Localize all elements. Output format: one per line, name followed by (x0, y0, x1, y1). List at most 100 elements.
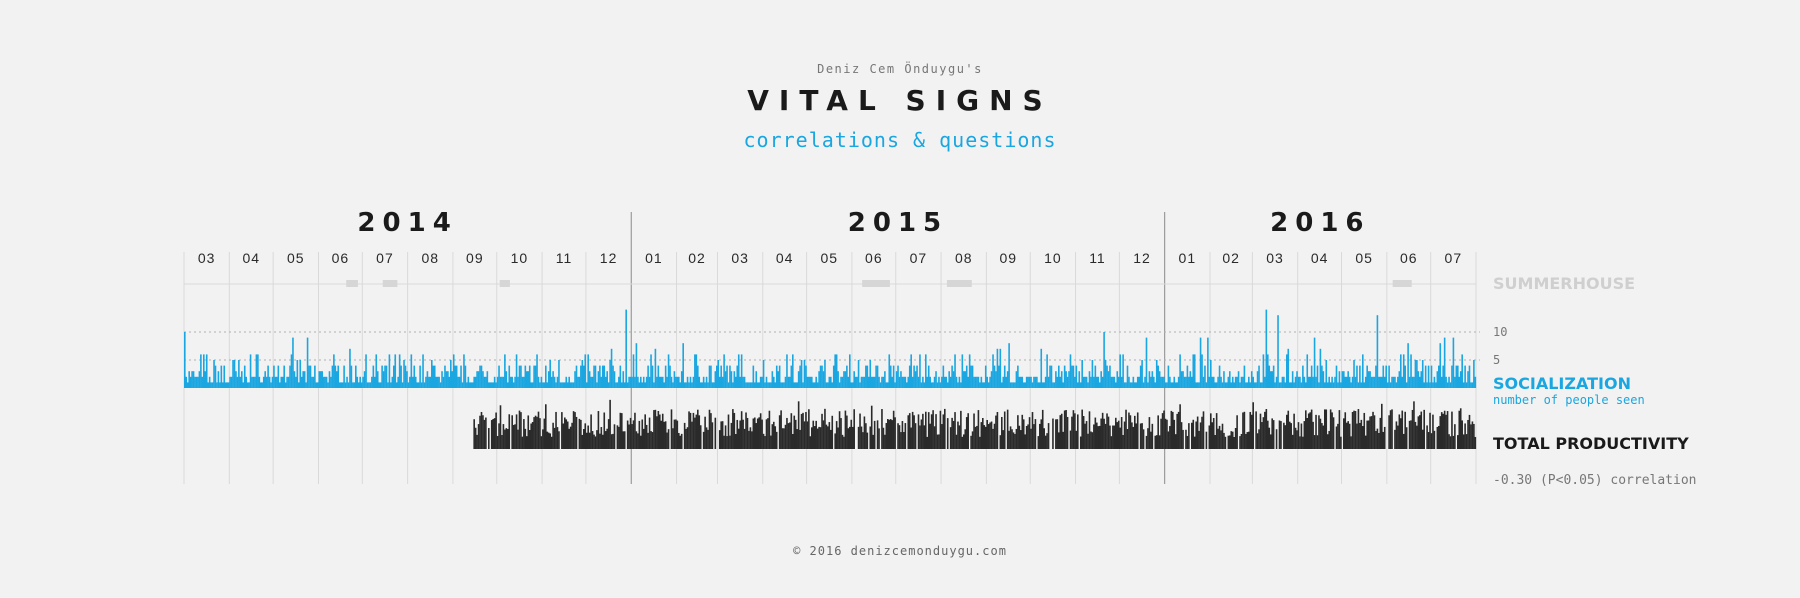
socialization-bar (1094, 365, 1097, 388)
socialization-bar (612, 365, 614, 388)
socialization-bar (1116, 371, 1119, 388)
socialization-bar (1445, 376, 1447, 388)
productivity-bar (520, 412, 522, 449)
productivity-bar (1271, 418, 1273, 449)
socialization-bar (1037, 382, 1040, 388)
socialization-bar (286, 376, 288, 388)
socialization-bar (186, 382, 189, 388)
productivity-bar (1300, 423, 1303, 449)
socialization-bar (441, 371, 443, 388)
productivity-bar (502, 424, 505, 449)
socialization-bar (623, 382, 626, 388)
socialization-bar (391, 376, 394, 388)
socialization-bar (1255, 382, 1257, 388)
socialization-bar (1091, 360, 1094, 388)
socialization-bar (1459, 371, 1462, 388)
socialization-bar (251, 376, 253, 388)
productivity-bar (1017, 415, 1019, 449)
socialization-bar (748, 382, 750, 388)
socialization-bar (280, 376, 283, 388)
productivity-bar (1246, 432, 1249, 449)
socialization-bar (1462, 382, 1465, 388)
socialization-bar (1011, 382, 1013, 388)
productivity-bar (1012, 432, 1015, 449)
productivity-bar (1286, 414, 1288, 449)
socialization-bar (800, 360, 803, 388)
socialization-bar (689, 376, 692, 388)
socialization-bar (780, 382, 782, 388)
productivity-bar (742, 419, 744, 449)
socialization-bar (602, 365, 604, 388)
socialization-bar (964, 371, 967, 388)
productivity-bar (650, 431, 652, 449)
socialization-bar (356, 376, 359, 388)
productivity-bar (980, 422, 983, 449)
socialization-bar (857, 360, 860, 388)
socialization-bar (1078, 371, 1081, 388)
month-label: 08 (955, 250, 973, 266)
socialization-bar (1081, 360, 1083, 388)
productivity-bar (783, 428, 785, 449)
productivity-bar (1021, 414, 1024, 449)
productivity-bar (1261, 422, 1263, 449)
socialization-bar (1432, 382, 1434, 388)
productivity-bar (1094, 417, 1097, 449)
socialization-bar (1110, 376, 1113, 388)
productivity-bar (1378, 432, 1380, 449)
productivity-bar (1329, 409, 1332, 449)
socialization-bar (1193, 354, 1196, 388)
socialization-bar (968, 354, 971, 388)
productivity-bar (790, 413, 793, 449)
productivity-bar (1208, 425, 1211, 449)
socialization-bar (1470, 382, 1472, 388)
summerhouse-period (946, 280, 972, 287)
socialization-bar (270, 382, 272, 388)
socialization-bar (853, 371, 855, 388)
socialization-reference-lines: 510 (184, 325, 1507, 367)
socialization-bar (457, 376, 459, 388)
socialization-bar (512, 382, 515, 388)
socialization-bar (650, 354, 652, 388)
socialization-bar (805, 365, 807, 388)
socialization-bar (1296, 371, 1298, 388)
socialization-bar (1134, 382, 1136, 388)
socialization-bar (793, 382, 796, 388)
socialization-bar (1239, 382, 1241, 388)
socialization-bar (1207, 337, 1209, 388)
socialization-bar (435, 376, 437, 388)
socialization-bar (255, 354, 258, 388)
productivity-bar (957, 421, 959, 449)
productivity-bar (1395, 421, 1398, 449)
socialization-bar (679, 382, 682, 388)
socialization-bar (837, 371, 839, 388)
socialization-bar (666, 376, 668, 388)
socialization-bar (1208, 376, 1211, 388)
socialization-bar (262, 376, 265, 388)
productivity-bar (1360, 419, 1363, 449)
socialization-bar (891, 376, 893, 388)
socialization-bar (1077, 382, 1079, 388)
socialization-bar (1167, 365, 1170, 388)
socialization-bar (958, 376, 961, 388)
socialization-bar (613, 371, 616, 388)
socialization-bar (455, 365, 458, 388)
month-label: 01 (645, 250, 663, 266)
productivity-bar (508, 414, 511, 449)
productivity-bar (1337, 423, 1339, 449)
socialization-bar (863, 376, 866, 388)
socialization-bar (1024, 382, 1026, 388)
productivity-bar (1090, 431, 1092, 449)
productivity-bar (555, 411, 557, 449)
productivity-bar (891, 420, 893, 449)
socialization-bar (783, 382, 785, 388)
productivity-bar (965, 417, 968, 449)
productivity-bar (1158, 435, 1161, 449)
productivity-bar (1265, 409, 1268, 449)
socialization-bar (1394, 376, 1396, 388)
productivity-bar (618, 426, 620, 449)
socialization-bar (976, 376, 978, 388)
productivity-bar (824, 408, 826, 449)
socialization-bar (562, 382, 565, 388)
socialization-bar (1345, 376, 1348, 388)
productivity-bar (1193, 436, 1196, 449)
